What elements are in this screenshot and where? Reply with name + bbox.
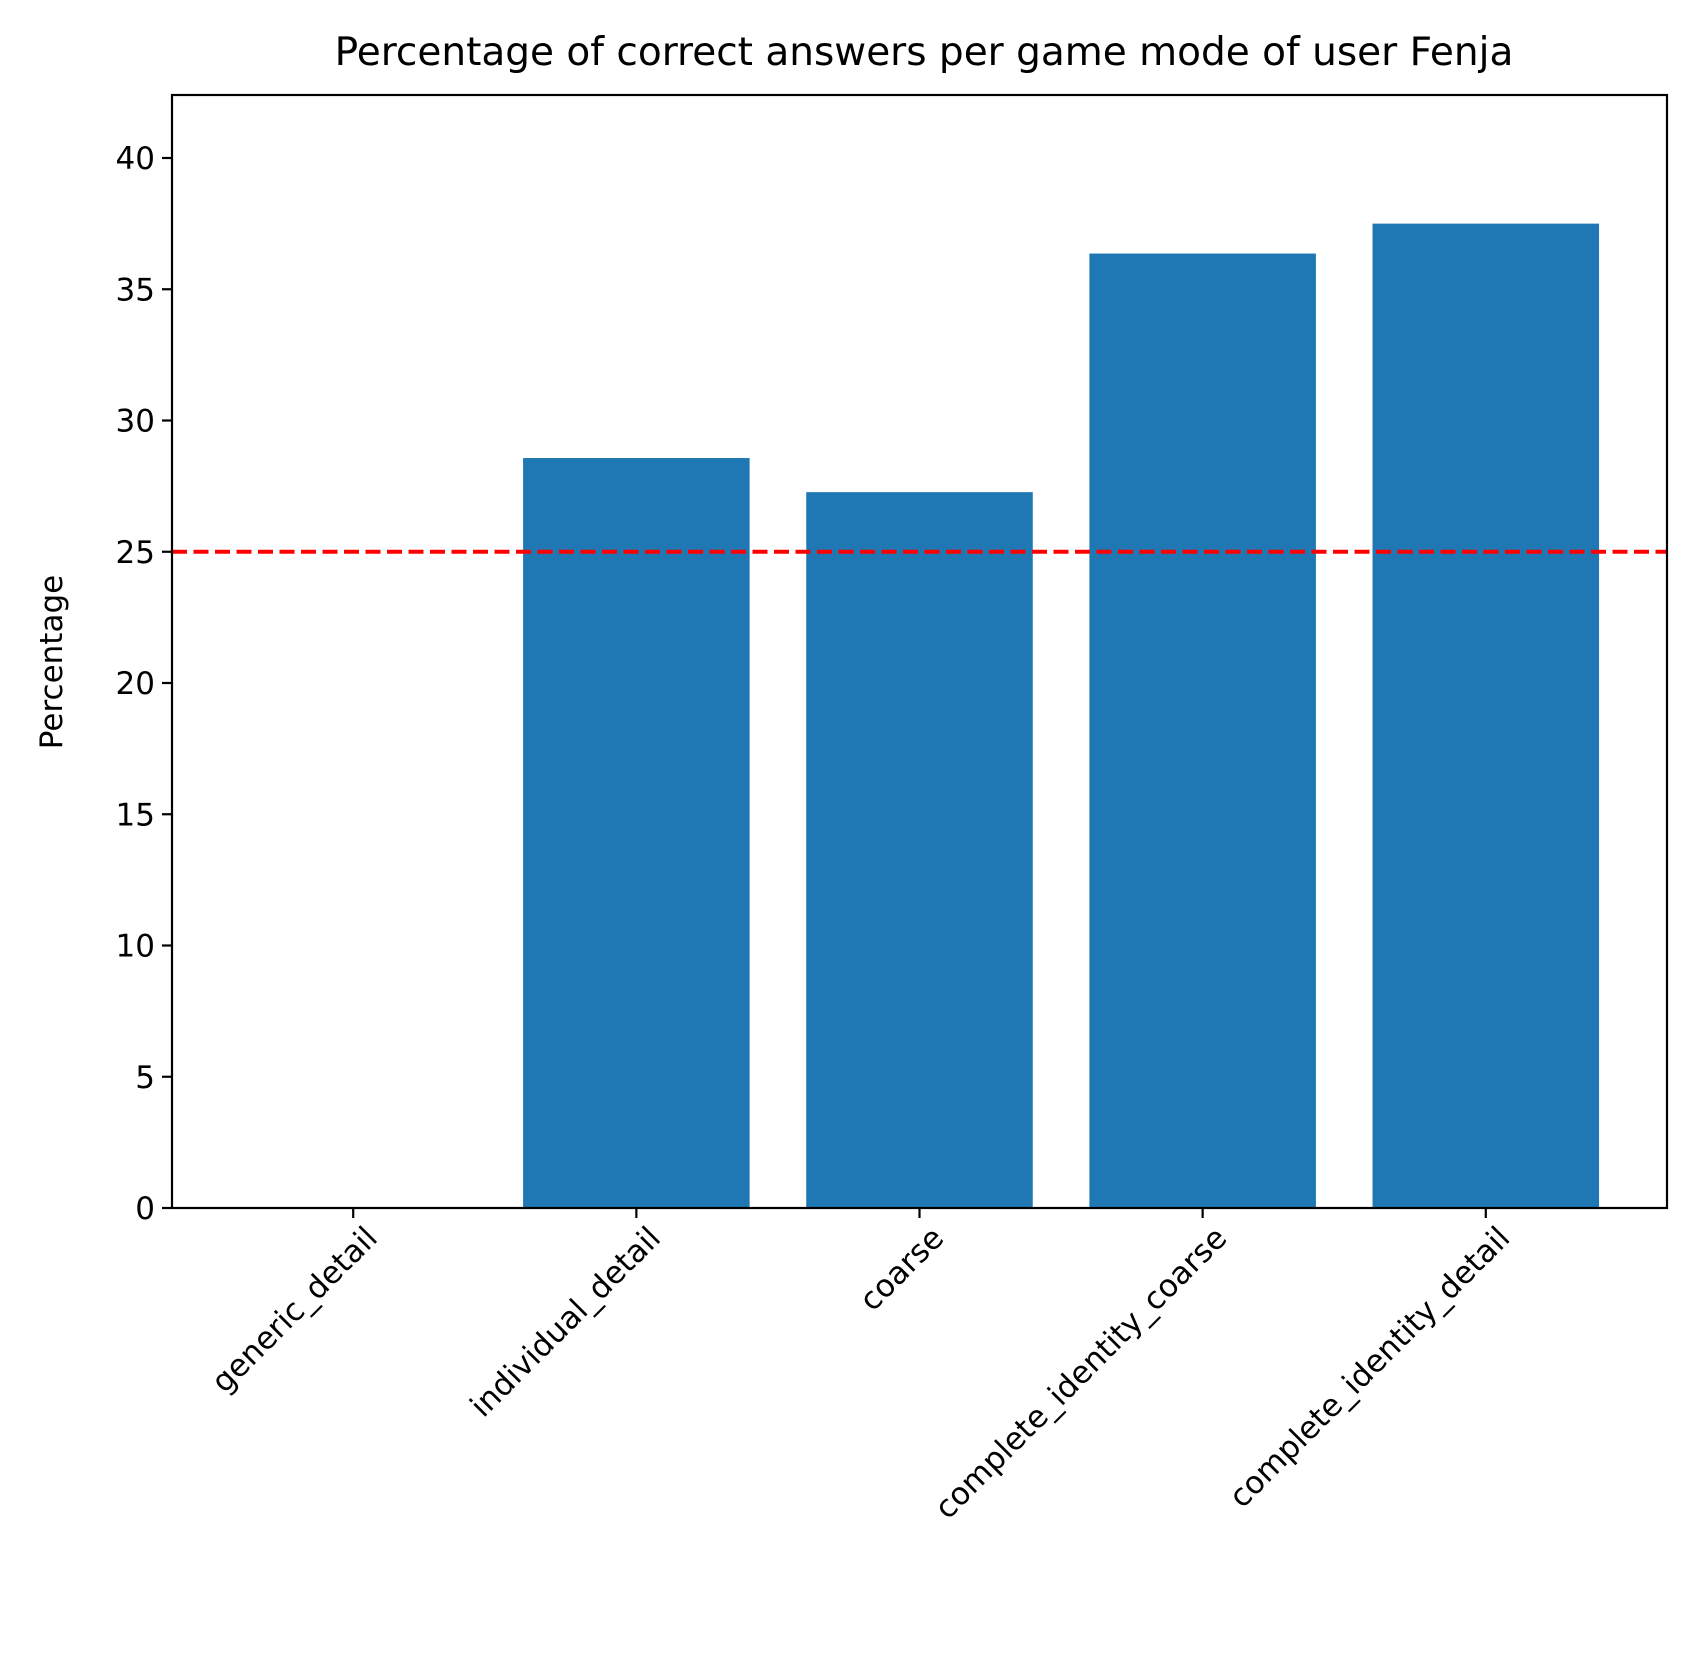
y-tick-label-15: 15 — [116, 797, 155, 833]
y-tick-label-40: 40 — [116, 141, 155, 177]
y-tick-label-25: 25 — [116, 535, 155, 571]
bar-coarse — [806, 492, 1033, 1208]
chart-title: Percentage of correct answers per game m… — [335, 30, 1514, 75]
y-tick-label-10: 10 — [116, 929, 155, 965]
y-axis-label: Percentage — [34, 575, 70, 749]
y-tick-label-30: 30 — [116, 404, 155, 440]
y-tick-label-20: 20 — [116, 666, 155, 702]
x-tick-label-individual_detail: individual_detail — [463, 1220, 667, 1424]
x-tick-label-complete_identity_detail: complete_identity_detail — [1222, 1220, 1517, 1515]
x-tick-label-coarse: coarse — [853, 1220, 951, 1318]
x-tick-label-generic_detail: generic_detail — [205, 1220, 385, 1400]
x-tick-label-complete_identity_coarse: complete_identity_coarse — [928, 1220, 1234, 1526]
y-tick-label-35: 35 — [116, 272, 155, 308]
y-tick-label-0: 0 — [135, 1191, 155, 1227]
plot-area: 0 5 10 15 20 25 30 35 40 generic_detail individual… — [116, 93, 1669, 1526]
bar-complete_identity_coarse — [1089, 253, 1316, 1209]
y-tick-label-5: 5 — [135, 1060, 155, 1096]
bar-complete_identity_detail — [1372, 223, 1600, 1209]
bar-individual_detail — [523, 458, 750, 1208]
